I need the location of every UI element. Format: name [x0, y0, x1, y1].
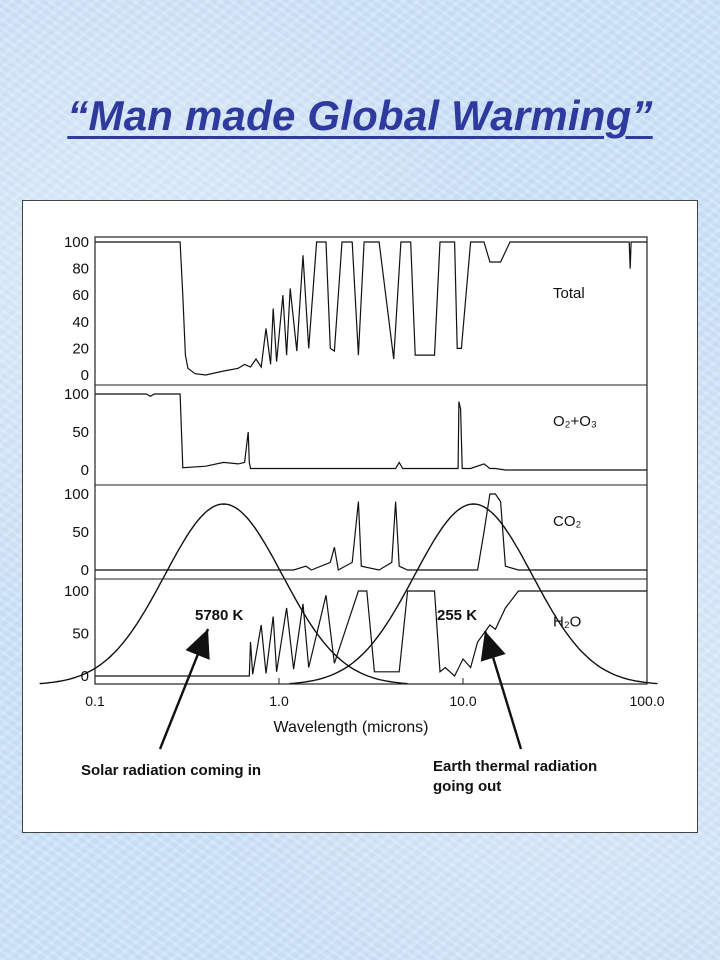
solar-annotation: Solar radiation coming in — [81, 762, 261, 779]
slide-title: “Man made Global Warming” — [67, 92, 653, 139]
panel-label: CO₂ — [553, 513, 582, 530]
x-tick-label: 1.0 — [269, 693, 289, 709]
y-tick-label: 100 — [64, 234, 89, 251]
panel-label: H₂O — [553, 614, 581, 631]
y-tick-label: 50 — [72, 626, 89, 643]
blackbody-label: 255 K — [437, 607, 477, 624]
x-axis-label: Wavelength (microns) — [273, 719, 428, 736]
panel-label: O₂+O₃ — [553, 413, 597, 430]
y-tick-label: 0 — [81, 562, 89, 579]
y-tick-label: 50 — [72, 424, 89, 441]
absorption-chart: 5780 K 255 K 100 80 60 40 20 0 Total 100 50 0 O₂+O₃… — [39, 234, 665, 795]
y-tick-label: 100 — [64, 486, 89, 503]
y-tick-label: 40 — [72, 314, 89, 331]
figure-panel: 5780 K 255 K 100 80 60 40 20 0 Total 100 50 0 O₂+O₃… — [22, 200, 698, 833]
plot-frame — [94, 236, 648, 685]
absorption-line-0-0 — [95, 241, 647, 376]
y-tick-label: 80 — [72, 261, 89, 278]
earth-annotation: Earth thermal radiation going out — [433, 758, 597, 795]
blackbody-curve-0 — [39, 503, 408, 685]
absorption-line-1-0 — [95, 393, 647, 471]
x-tick-label: 0.1 — [85, 693, 105, 709]
solar-arrow-head — [185, 629, 210, 660]
y-tick-label: 50 — [72, 524, 89, 541]
absorption-line-2-0 — [95, 493, 647, 571]
y-tick-label: 0 — [81, 367, 89, 384]
y-tick-label: 60 — [72, 287, 89, 304]
blackbody-label: 5780 K — [195, 607, 244, 624]
panels-layer — [95, 241, 647, 677]
x-tick-label: 10.0 — [449, 693, 476, 709]
earth-annotation-line: going out — [433, 778, 501, 795]
earth-annotation-line: Earth thermal radiation — [433, 758, 597, 775]
x-tick-label: 100.0 — [629, 693, 664, 709]
y-tick-label: 0 — [81, 462, 89, 479]
absorption-line-3-0 — [95, 590, 647, 677]
y-tick-label: 0 — [81, 668, 89, 685]
panel-label: Total — [553, 285, 585, 302]
blackbody-curves-layer: 5780 K 255 K — [39, 503, 658, 685]
y-tick-label: 100 — [64, 386, 89, 403]
y-tick-label: 20 — [72, 340, 89, 357]
y-tick-label: 100 — [64, 583, 89, 600]
blackbody-curve-1 — [289, 503, 658, 685]
earth-arrow-head — [480, 631, 506, 662]
axes-layer: 100 80 60 40 20 0 Total 100 50 0 O₂+O₃ 100 50 0 CO₂ 100… — [64, 234, 665, 736]
annotation-layer: Solar radiation coming in Earth thermal r… — [81, 628, 597, 795]
